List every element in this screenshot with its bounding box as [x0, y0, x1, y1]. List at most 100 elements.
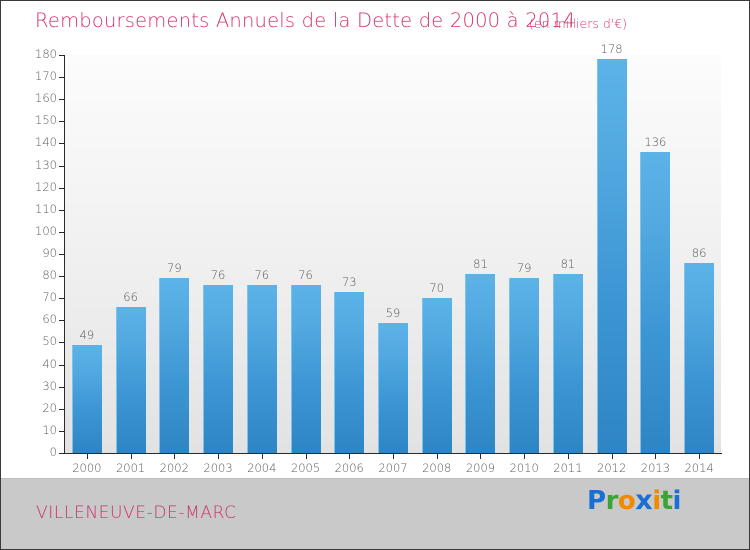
- x-axis-tick-label: 2002: [159, 461, 189, 475]
- bar-value-label: 76: [210, 267, 226, 282]
- logo-letter-p-0: P: [587, 486, 606, 516]
- bar-slot: 59: [378, 55, 408, 453]
- y-axis-tick-label: 180: [35, 47, 57, 61]
- y-axis-tick: [59, 364, 65, 366]
- y-axis-tick: [59, 99, 65, 101]
- y-axis-tick-label-wrap: 110: [1, 203, 57, 216]
- page-title: Remboursements Annuels de la Dette de 20…: [35, 9, 576, 32]
- y-axis-tick-label: 80: [42, 268, 57, 283]
- bar[interactable]: [290, 284, 321, 453]
- y-axis-tick-label: 20: [42, 400, 57, 415]
- y-axis-tick: [59, 121, 65, 123]
- bar-value-label: 136: [644, 135, 667, 150]
- y-axis-tick: [59, 408, 65, 410]
- y-axis-tick-label-wrap: 100: [1, 225, 57, 238]
- y-axis-tick-label: 150: [35, 113, 57, 128]
- bar[interactable]: [203, 284, 234, 453]
- bar[interactable]: [684, 262, 715, 453]
- commune-name: VILLENEUVE-DE-MARC: [36, 503, 237, 523]
- bar-value-label: 178: [600, 42, 623, 57]
- y-axis-tick-label-wrap: 40: [1, 356, 57, 371]
- y-axis-tick: [59, 165, 65, 167]
- bar-value-label: 81: [560, 256, 576, 271]
- y-axis-tick-label-wrap: 160: [1, 93, 57, 105]
- bar-value-label: 66: [123, 290, 138, 305]
- y-axis-tick-label: 40: [42, 356, 57, 371]
- bar-value-label: 73: [341, 274, 357, 289]
- bar-slot: 79: [159, 55, 190, 453]
- y-axis-tick: [59, 209, 65, 211]
- bar[interactable]: [115, 307, 146, 453]
- y-axis-tick: [59, 453, 65, 454]
- logo-letter-i-4: i: [652, 486, 661, 516]
- x-axis-tick: [349, 454, 351, 459]
- bar[interactable]: [378, 322, 408, 453]
- bar[interactable]: [465, 273, 496, 453]
- x-axis-tick-label: 2013: [640, 461, 671, 475]
- x-axis-tick: [393, 454, 394, 459]
- y-axis-tick-label-wrap: 80: [1, 270, 57, 282]
- x-axis-tick-label: 2014: [684, 461, 714, 475]
- bar-value-label: 79: [516, 261, 532, 276]
- y-axis-tick-label: 30: [42, 378, 57, 393]
- y-axis-tick: [59, 430, 65, 432]
- bar[interactable]: [421, 298, 452, 453]
- y-axis-tick-label-wrap: 20: [1, 400, 57, 415]
- bar-value-label: 70: [429, 281, 445, 296]
- chart-plot-region: 0 10 20 30 40 50 60 70 80 90 100 110 120 130 140 150 160…: [1, 42, 749, 478]
- x-axis-tick: [567, 454, 569, 459]
- x-axis-tick: [480, 454, 482, 459]
- bar-slot: 66: [115, 55, 146, 453]
- chart-footer: VILLENEUVE-DE-MARC: [1, 478, 749, 549]
- x-axis-tick: [86, 454, 88, 459]
- y-axis-tick: [59, 386, 65, 388]
- bar[interactable]: [334, 291, 365, 453]
- y-axis-tick: [59, 143, 65, 145]
- y-axis-tick-label-wrap: 170: [1, 71, 57, 83]
- y-axis-tick: [59, 298, 65, 300]
- y-axis-tick: [59, 254, 65, 255]
- proxiti-logo[interactable]: Proxiti: [587, 487, 681, 514]
- x-axis-tick-label: 2004: [247, 461, 277, 475]
- bar[interactable]: [596, 59, 627, 453]
- y-axis-tick-label: 50: [42, 334, 57, 349]
- bar[interactable]: [640, 152, 671, 453]
- y-axis-tick-label-wrap: 130: [1, 157, 57, 172]
- y-axis-tick: [59, 342, 65, 344]
- chart-units-subtitle: (en milliers d'€): [529, 16, 628, 31]
- bar[interactable]: [552, 273, 583, 453]
- y-axis-tick-label-wrap: 30: [1, 378, 57, 393]
- logo-letter-r-1: r: [605, 486, 619, 516]
- bar-slot: 76: [246, 55, 277, 453]
- y-axis-tick: [59, 320, 65, 322]
- x-axis-tick: [655, 454, 657, 459]
- y-axis-tick: [59, 77, 65, 79]
- x-axis-tick-label: 2010: [509, 461, 539, 475]
- bar-slot: 70: [421, 55, 452, 453]
- bar[interactable]: [509, 278, 540, 453]
- bar-slot: 81: [465, 55, 496, 453]
- y-axis-tick-label: 130: [35, 157, 57, 172]
- bar-slot: 79: [509, 55, 540, 453]
- y-axis-tick-label-wrap: 70: [1, 292, 57, 304]
- bar-slot: 86: [684, 55, 715, 453]
- x-axis-tick-label: 2008: [422, 461, 452, 475]
- bar[interactable]: [71, 344, 102, 453]
- bar[interactable]: [246, 284, 277, 453]
- bar-slot: 81: [552, 55, 583, 453]
- y-axis-tick-label-wrap: 10: [1, 424, 57, 437]
- y-axis-tick-label-wrap: 140: [1, 137, 57, 149]
- bar-value-label: 81: [473, 256, 488, 271]
- x-axis-tick-label: 2007: [378, 461, 408, 475]
- x-axis: 2000 2001 2002 2003 2004 2005 2006 2007 2008 2009…: [65, 454, 721, 478]
- bar-series: 49 66 79 76 76 76 73 59 70 81 79 81 178 136 86: [65, 42, 721, 453]
- bar-slot: 73: [334, 55, 365, 453]
- bar[interactable]: [159, 278, 190, 453]
- y-axis-tick-label: 70: [42, 290, 57, 305]
- bar-value-label: 59: [385, 305, 401, 320]
- x-axis-tick: [524, 454, 526, 459]
- y-axis-tick: [59, 187, 65, 189]
- x-axis-tick: [699, 454, 701, 459]
- x-axis-tick: [261, 454, 263, 459]
